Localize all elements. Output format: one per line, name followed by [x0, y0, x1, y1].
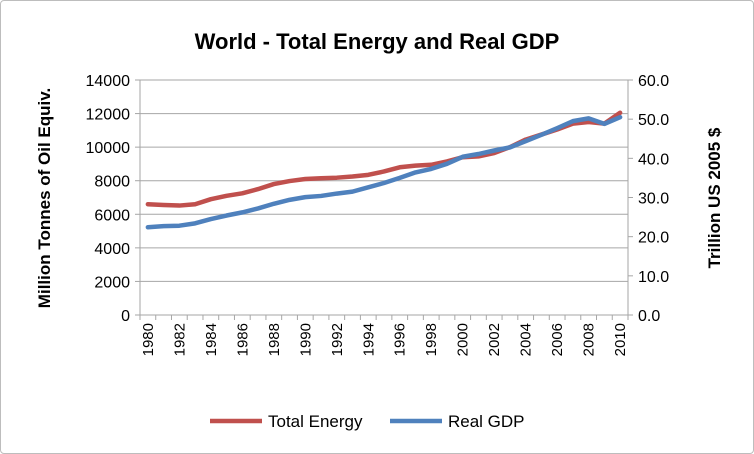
y2-tick-label: 0.0: [638, 308, 660, 325]
y2-tick-label: 40.0: [638, 151, 669, 168]
x-tick-label: 2008: [581, 323, 598, 356]
x-tick-label: 2004: [518, 323, 535, 356]
x-tick-label: 1990: [297, 323, 314, 356]
chart-title: World - Total Energy and Real GDP: [195, 29, 560, 54]
legend-label: Total Energy: [268, 412, 363, 431]
y-tick-label: 10000: [86, 140, 131, 157]
y2-tick-label: 50.0: [638, 112, 669, 129]
series-line-total-energy: [145, 110, 623, 208]
x-tick-label: 1982: [171, 323, 188, 356]
y-tick-label: 8000: [94, 174, 130, 191]
x-tick-label: 1986: [234, 323, 251, 356]
y-tick-label: 6000: [94, 207, 130, 224]
x-tick-label: 1992: [329, 323, 346, 356]
y2-tick-label: 30.0: [638, 191, 669, 208]
x-tick-label: 2010: [612, 323, 629, 356]
y-tick-label: 2000: [94, 274, 130, 291]
y-axis-label: Million Tonnes of Oil Equiv.: [35, 88, 54, 308]
x-tick-label: 1994: [360, 323, 377, 356]
x-tick-label: 1980: [140, 323, 157, 356]
legend-label: Real GDP: [448, 412, 525, 431]
y2-axis-label: Trillion US 2005 $: [705, 127, 724, 268]
y-tick-label: 12000: [86, 107, 131, 124]
y2-tick-label: 10.0: [638, 269, 669, 286]
y2-tick-label: 60.0: [638, 73, 669, 90]
x-tick-label: 1996: [392, 323, 409, 356]
x-tick-label: 1984: [203, 323, 220, 356]
x-tick-label: 2002: [486, 323, 503, 356]
y-tick-label: 14000: [86, 73, 131, 90]
y-tick-label: 0: [121, 308, 130, 325]
x-tick-label: 2000: [455, 323, 472, 356]
y2-tick-label: 20.0: [638, 230, 669, 247]
x-tick-label: 2006: [549, 323, 566, 356]
series-line-real-gdp: [145, 114, 623, 230]
x-tick-label: 1998: [423, 323, 440, 356]
x-tick-label: 1988: [266, 323, 283, 356]
y-tick-label: 4000: [94, 241, 130, 258]
